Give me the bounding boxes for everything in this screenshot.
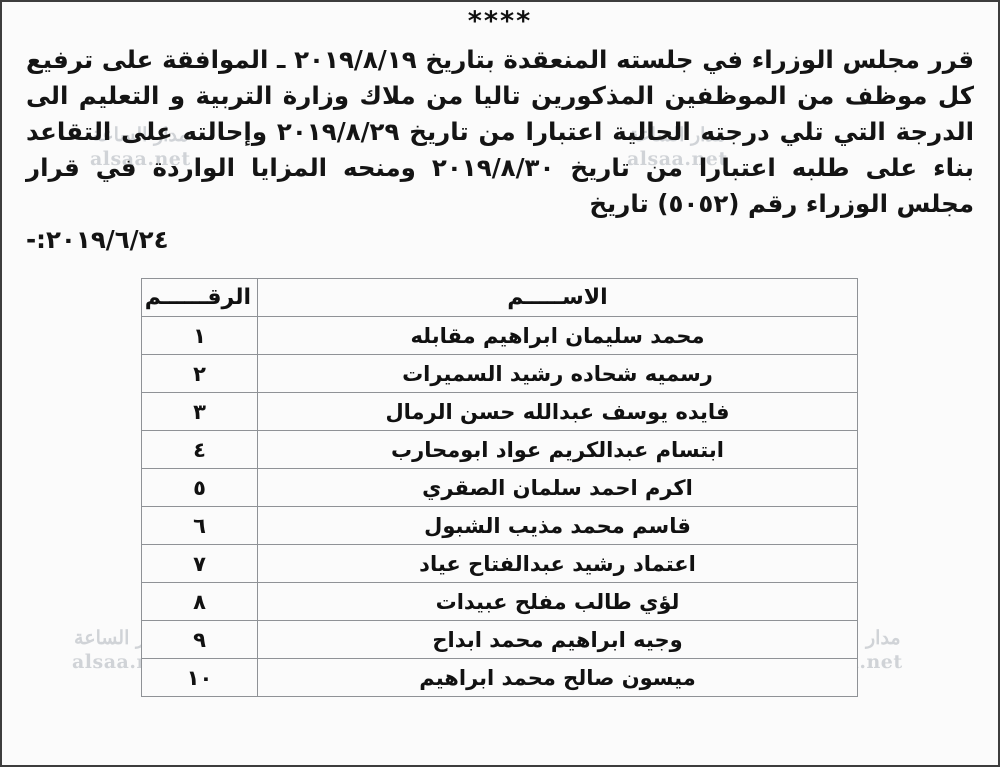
table-row: قاسم محمد مذيب الشبول ٦ <box>141 506 858 545</box>
cell-number: ١ <box>141 316 258 355</box>
cell-number: ٧ <box>141 544 258 583</box>
cell-name: فايده يوسف عبدالله حسن الرمال <box>257 392 858 431</box>
decree-body-text: قرر مجلس الوزراء في جلسته المنعقدة بتاري… <box>26 45 974 218</box>
cell-name: ميسون صالح محمد ابراهيم <box>257 658 858 697</box>
cell-name: ابتسام عبدالكريم عواد ابومحارب <box>257 430 858 469</box>
roster-table-container: الاســـــم الرقــــــم محمد سليمان ابراه… <box>141 278 858 697</box>
table-row: اكرم احمد سلمان الصقري ٥ <box>141 468 858 507</box>
section-separator: **** <box>467 6 533 37</box>
roster-table: الاســـــم الرقــــــم محمد سليمان ابراه… <box>141 278 858 697</box>
decree-date-line: ٢٠١٩/٦/٢٤:- <box>26 225 169 254</box>
cell-name: محمد سليمان ابراهيم مقابله <box>257 316 858 355</box>
table-row: وجيه ابراهيم محمد ابداح ٩ <box>141 620 858 659</box>
cell-number: ٦ <box>141 506 258 545</box>
cell-number: ٤ <box>141 430 258 469</box>
column-header-name: الاســـــم <box>257 278 858 317</box>
table-row: محمد سليمان ابراهيم مقابله ١ <box>141 316 858 355</box>
table-body: محمد سليمان ابراهيم مقابله ١ رسميه شحاده ر… <box>141 316 858 697</box>
cell-name: اعتماد رشيد عبدالفتاح عياد <box>257 544 858 583</box>
cell-number: ٢ <box>141 354 258 393</box>
table-row: فايده يوسف عبدالله حسن الرمال ٣ <box>141 392 858 431</box>
cell-name: اكرم احمد سلمان الصقري <box>257 468 858 507</box>
cell-name: وجيه ابراهيم محمد ابداح <box>257 620 858 659</box>
cell-name: رسميه شحاده رشيد السميرات <box>257 354 858 393</box>
table-row: لؤي طالب مفلح عبيدات ٨ <box>141 582 858 621</box>
table-row: رسميه شحاده رشيد السميرات ٢ <box>141 354 858 393</box>
cell-number: ٨ <box>141 582 258 621</box>
table-header-row: الاســـــم الرقــــــم <box>141 278 858 317</box>
cell-name: لؤي طالب مفلح عبيدات <box>257 582 858 621</box>
table-row: ابتسام عبدالكريم عواد ابومحارب ٤ <box>141 430 858 469</box>
cell-number: ٩ <box>141 620 258 659</box>
cell-number: ٥ <box>141 468 258 507</box>
table-row: ميسون صالح محمد ابراهيم ١٠ <box>141 658 858 697</box>
column-header-number: الرقــــــم <box>141 278 258 317</box>
table-row: اعتماد رشيد عبدالفتاح عياد ٧ <box>141 544 858 583</box>
table-header: الاســـــم الرقــــــم <box>141 278 858 317</box>
cell-number: ١٠ <box>141 658 258 697</box>
cell-name: قاسم محمد مذيب الشبول <box>257 506 858 545</box>
decree-body: قرر مجلس الوزراء في جلسته المنعقدة بتاري… <box>26 42 974 258</box>
cell-number: ٣ <box>141 392 258 431</box>
